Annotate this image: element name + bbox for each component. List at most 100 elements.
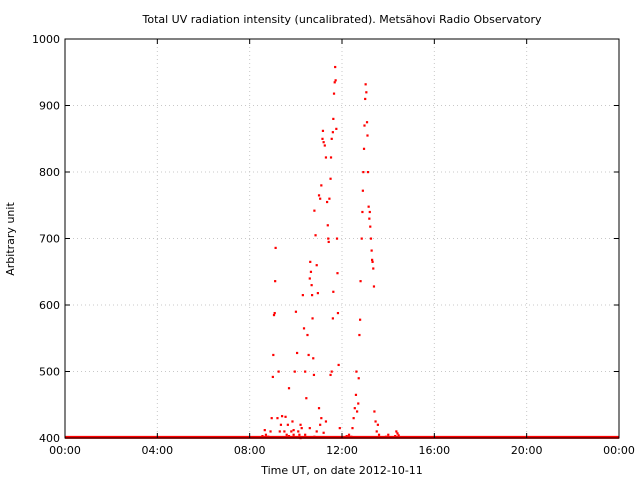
x-tick-label: 00:00 <box>49 444 81 457</box>
data-point <box>267 435 270 438</box>
data-point <box>309 260 312 263</box>
chart-title: Total UV radiation intensity (uncalibrat… <box>142 13 542 26</box>
data-point <box>310 284 313 287</box>
data-point <box>337 363 340 367</box>
data-point <box>396 432 399 435</box>
data-point <box>375 430 378 433</box>
data-point <box>261 435 264 438</box>
data-point <box>335 127 338 130</box>
data-point <box>355 370 358 373</box>
data-point <box>366 171 370 174</box>
data-point <box>280 415 284 418</box>
data-point <box>309 270 313 273</box>
data-point <box>311 317 314 320</box>
data-point <box>313 209 316 212</box>
data-point <box>298 433 301 436</box>
data-point <box>354 393 358 396</box>
data-point <box>319 423 322 426</box>
data-point <box>361 210 364 214</box>
data-point <box>350 435 353 438</box>
data-point <box>312 357 315 360</box>
data-point <box>370 249 373 252</box>
data-point <box>317 194 321 197</box>
data-point <box>361 189 364 192</box>
data-point <box>368 217 371 220</box>
data-point <box>305 397 308 400</box>
data-point <box>292 429 295 432</box>
data-point <box>369 237 373 240</box>
data-point <box>328 197 331 200</box>
y-tick-label: 400 <box>39 432 60 445</box>
data-point <box>304 370 307 373</box>
data-point <box>291 420 294 423</box>
data-point <box>284 415 287 418</box>
data-point <box>332 92 336 95</box>
data-point <box>371 258 374 261</box>
data-point <box>327 240 330 244</box>
data-point <box>286 423 289 426</box>
data-point <box>285 433 288 436</box>
data-point <box>357 402 360 405</box>
axis-ticks <box>64 38 620 439</box>
data-point <box>358 333 361 337</box>
data-point <box>332 290 335 293</box>
data-point <box>359 318 362 321</box>
data-point <box>276 417 279 420</box>
data-point <box>353 407 356 410</box>
y-tick-label: 700 <box>39 233 60 246</box>
y-axis-label: Arbitrary unit <box>4 202 17 276</box>
data-point <box>277 370 280 373</box>
data-point <box>331 131 334 134</box>
data-point <box>315 430 318 433</box>
data-point <box>273 311 276 315</box>
data-point <box>293 370 296 373</box>
data-point <box>394 435 397 438</box>
data-point <box>283 430 286 433</box>
data-point <box>310 294 314 297</box>
data-point <box>365 91 368 94</box>
data-point <box>279 423 283 426</box>
data-point <box>367 205 370 208</box>
data-point <box>374 420 377 423</box>
data-point <box>373 410 376 413</box>
data-point <box>308 427 311 430</box>
data-point <box>329 156 333 159</box>
x-tick-label: 08:00 <box>234 444 266 457</box>
x-tick-label: 20:00 <box>511 444 543 457</box>
data-point <box>272 353 275 357</box>
data-point <box>332 117 335 120</box>
data-point <box>336 272 339 275</box>
data-point <box>319 197 322 200</box>
data-point <box>271 375 274 379</box>
data-point <box>316 292 319 295</box>
data-point <box>324 420 328 423</box>
y-tick-label: 500 <box>39 366 60 379</box>
data-point <box>290 430 293 433</box>
data-point <box>359 280 362 283</box>
data-point <box>335 237 339 240</box>
data-point <box>352 417 355 420</box>
data-point <box>372 267 375 270</box>
data-point <box>327 237 330 240</box>
data-point <box>371 260 374 263</box>
data-point <box>362 147 366 150</box>
data-point <box>334 79 337 82</box>
data-point <box>331 317 334 320</box>
data-point <box>295 351 299 355</box>
data-point <box>274 280 277 283</box>
data-point <box>334 65 337 69</box>
data-point <box>364 97 367 101</box>
data-point <box>372 285 376 288</box>
data-point <box>387 433 390 436</box>
data-point <box>330 137 333 140</box>
data-point <box>369 225 372 228</box>
data-point <box>325 200 329 204</box>
data-points <box>261 65 400 440</box>
data-point <box>324 156 328 159</box>
data-point <box>326 224 329 227</box>
x-tick-label: 16:00 <box>418 444 450 457</box>
data-point <box>377 433 381 436</box>
data-point <box>269 430 272 433</box>
data-point <box>321 129 325 132</box>
data-point <box>363 124 366 127</box>
